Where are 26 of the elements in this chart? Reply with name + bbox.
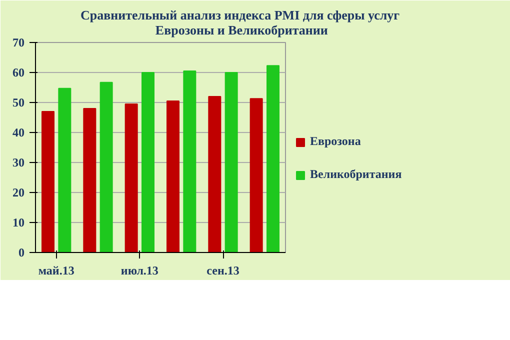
y-tick-label: 0 xyxy=(18,246,24,260)
bar xyxy=(250,98,263,252)
bar xyxy=(124,104,138,252)
y-tick-label: 20 xyxy=(12,186,24,200)
y-tick-label: 40 xyxy=(12,126,24,140)
legend-label: Еврозона xyxy=(310,134,361,149)
x-tick-label: май.13 xyxy=(38,264,74,278)
y-tick-label: 50 xyxy=(12,96,24,110)
bar xyxy=(224,72,238,252)
bar xyxy=(166,100,180,252)
x-tick-label: сен.13 xyxy=(206,264,240,278)
y-tick-label: 60 xyxy=(12,66,24,80)
y-tick-label: 30 xyxy=(12,156,24,170)
bar xyxy=(183,70,196,252)
bar xyxy=(208,96,222,252)
x-tick-label: июл.13 xyxy=(120,264,158,278)
y-tick-label: 10 xyxy=(12,216,24,230)
bar xyxy=(142,72,154,252)
bar xyxy=(100,82,113,252)
y-tick-label: 70 xyxy=(12,36,24,50)
bar xyxy=(42,111,54,252)
bar xyxy=(83,108,96,252)
chart-title: Сравнительный анализ индекса PMI для сферы услуг Еврозоны и Великобритании xyxy=(80,8,400,38)
bar xyxy=(266,65,280,252)
legend-label: Великобритания xyxy=(310,167,402,182)
bar xyxy=(58,88,72,252)
